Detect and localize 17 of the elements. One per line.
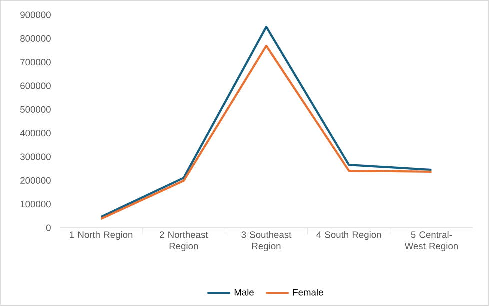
- y-tick-label: 400000: [20, 130, 51, 137]
- y-tick-label: 600000: [20, 82, 51, 90]
- y-tick-label: 0: [46, 224, 51, 232]
- y-tick-label: 200000: [20, 177, 51, 184]
- y-tick-label: 900000: [20, 12, 51, 18]
- y-tick-label: 100000: [20, 201, 51, 208]
- y-tick-label: 800000: [20, 35, 51, 42]
- x-tick-label: 1 North Region: [70, 231, 133, 240]
- legend-label: Male: [234, 288, 254, 296]
- legend-label: Female: [293, 288, 324, 296]
- x-tick-label: 4 South Region: [316, 231, 382, 240]
- x-tick-label: 5 Central-West Region: [404, 231, 458, 252]
- y-tick-label: 500000: [20, 106, 51, 113]
- y-tick-label: 300000: [20, 154, 51, 160]
- y-tick-label: 700000: [20, 59, 51, 66]
- x-tick-label: 3 Southeast Region: [242, 231, 292, 252]
- x-tick-label: 2 Northeast Region: [160, 231, 208, 252]
